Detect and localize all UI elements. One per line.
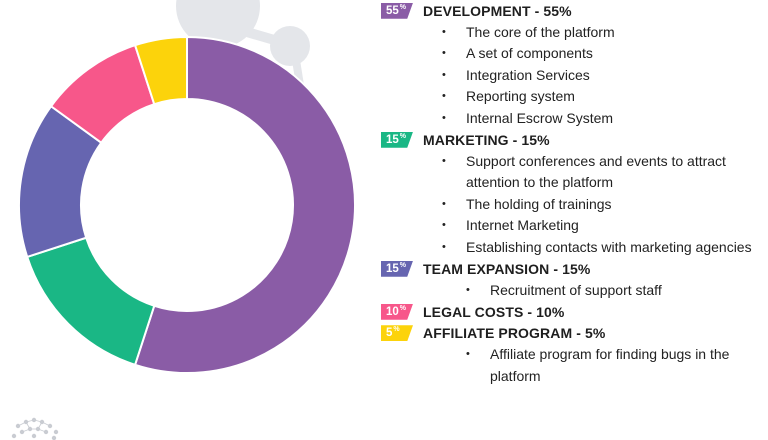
legend-category-team-expansion: 15% TEAM EXPANSION - 15% • Recruitment of s… [381, 258, 761, 301]
list-item: • The holding of trainings [381, 194, 756, 216]
percent-badge: 55% [381, 2, 413, 19]
list-item: • Establishing contacts with marketing ag… [381, 237, 756, 259]
list-item: • Integration Services [381, 65, 756, 87]
percent-badge-unit: % [399, 261, 407, 269]
list-item-text: Internet Marketing [466, 217, 579, 233]
network-logo-icon [11, 417, 59, 440]
bullet-icon: • [442, 197, 446, 210]
bullet-icon: • [442, 240, 446, 253]
percent-badge-unit: % [399, 132, 407, 140]
list-item: • Reporting system [381, 86, 756, 108]
donut-slice-development [133, 35, 356, 374]
list-item-text: Internal Escrow System [466, 109, 614, 126]
legend-category-header: 15% MARKETING - 15% [381, 129, 761, 151]
bullet-icon: • [442, 154, 446, 167]
list-item-text: Integration Services [466, 66, 590, 83]
list-item-text: A set of components [466, 45, 593, 61]
donut-slice-affiliate-program [133, 35, 188, 106]
percent-badge-value: 5 [386, 327, 393, 340]
list-item-text: Reporting system [466, 88, 575, 104]
list-item: • Internet Marketing [381, 215, 756, 237]
percent-badge-value: 15 [386, 133, 399, 146]
legend-item-list: • The core of the platform • A set of compo… [381, 22, 761, 130]
list-item: • Affiliate program for finding bugs in t… [381, 344, 730, 387]
list-item: • A set of components [381, 43, 756, 65]
bullet-icon: • [442, 111, 446, 124]
bullet-icon: • [442, 47, 446, 59]
legend-category-title: DEVELOPMENT - 55% [423, 2, 572, 19]
list-item-text: Establishing contacts with marketing age… [466, 238, 752, 255]
list-item-text: Affiliate program for finding bugs in th… [490, 346, 730, 384]
bullet-icon: • [442, 68, 446, 81]
percent-badge-unit: % [393, 326, 400, 334]
percent-badge-unit: % [399, 3, 407, 11]
legend-category-legal-costs: 10% LEGAL COSTS - 10% [381, 301, 761, 323]
list-item: • The core of the platform [381, 22, 756, 44]
legend-category-title: TEAM EXPANSION - 15% [423, 260, 591, 277]
bullet-icon: • [466, 348, 470, 360]
percent-badge-value: 10 [386, 305, 399, 318]
list-item-text: Recruitment of support staff [490, 281, 662, 298]
legend-category-development: 55% DEVELOPMENT - 55% • The core of the pla… [381, 0, 761, 129]
bullet-icon: • [442, 219, 446, 231]
bullet-icon: • [442, 90, 446, 102]
legend-category-header: 5% AFFILIATE PROGRAM - 5% [381, 323, 761, 345]
bullet-icon: • [466, 283, 470, 296]
donut-chart [18, 35, 356, 374]
percent-badge-value: 55 [386, 4, 399, 17]
legend-category-header: 10% LEGAL COSTS - 10% [381, 301, 761, 323]
percent-badge: 10% [381, 303, 413, 320]
percent-badge-unit: % [399, 304, 407, 312]
percent-badge: 15% [381, 131, 413, 148]
chart-legend: 55% DEVELOPMENT - 55% • The core of the pla… [381, 0, 761, 387]
list-item: • Support conferences and events to attra… [381, 151, 756, 194]
percent-badge: 15% [381, 260, 413, 277]
legend-item-list: • Affiliate program for finding bugs in t… [381, 344, 761, 387]
donut-slice-marketing [25, 236, 156, 367]
list-item-text: Support conferences and events to attrac… [466, 152, 726, 191]
percent-badge: 5% [381, 325, 413, 342]
legend-category-title: LEGAL COSTS - 10% [423, 303, 565, 320]
legend-category-affiliate-program: 5% AFFILIATE PROGRAM - 5% • Affiliate progr… [381, 323, 761, 388]
legend-item-list: • Support conferences and events to attra… [381, 151, 761, 259]
legend-item-list: • Recruitment of support staff [381, 280, 761, 302]
legend-category-title: MARKETING - 15% [423, 131, 550, 148]
list-item: • Internal Escrow System [381, 108, 756, 130]
legend-category-header: 15% TEAM EXPANSION - 15% [381, 258, 761, 280]
list-item-text: The holding of trainings [466, 195, 612, 212]
legend-category-header: 55% DEVELOPMENT - 55% [381, 0, 761, 22]
list-item-text: The core of the platform [466, 23, 615, 40]
bullet-icon: • [442, 25, 446, 38]
legend-category-title: AFFILIATE PROGRAM - 5% [423, 325, 606, 342]
list-item: • Recruitment of support staff [381, 280, 730, 302]
percent-badge-value: 15 [386, 262, 399, 275]
legend-category-marketing: 15% MARKETING - 15% • Support conferences a… [381, 129, 761, 258]
